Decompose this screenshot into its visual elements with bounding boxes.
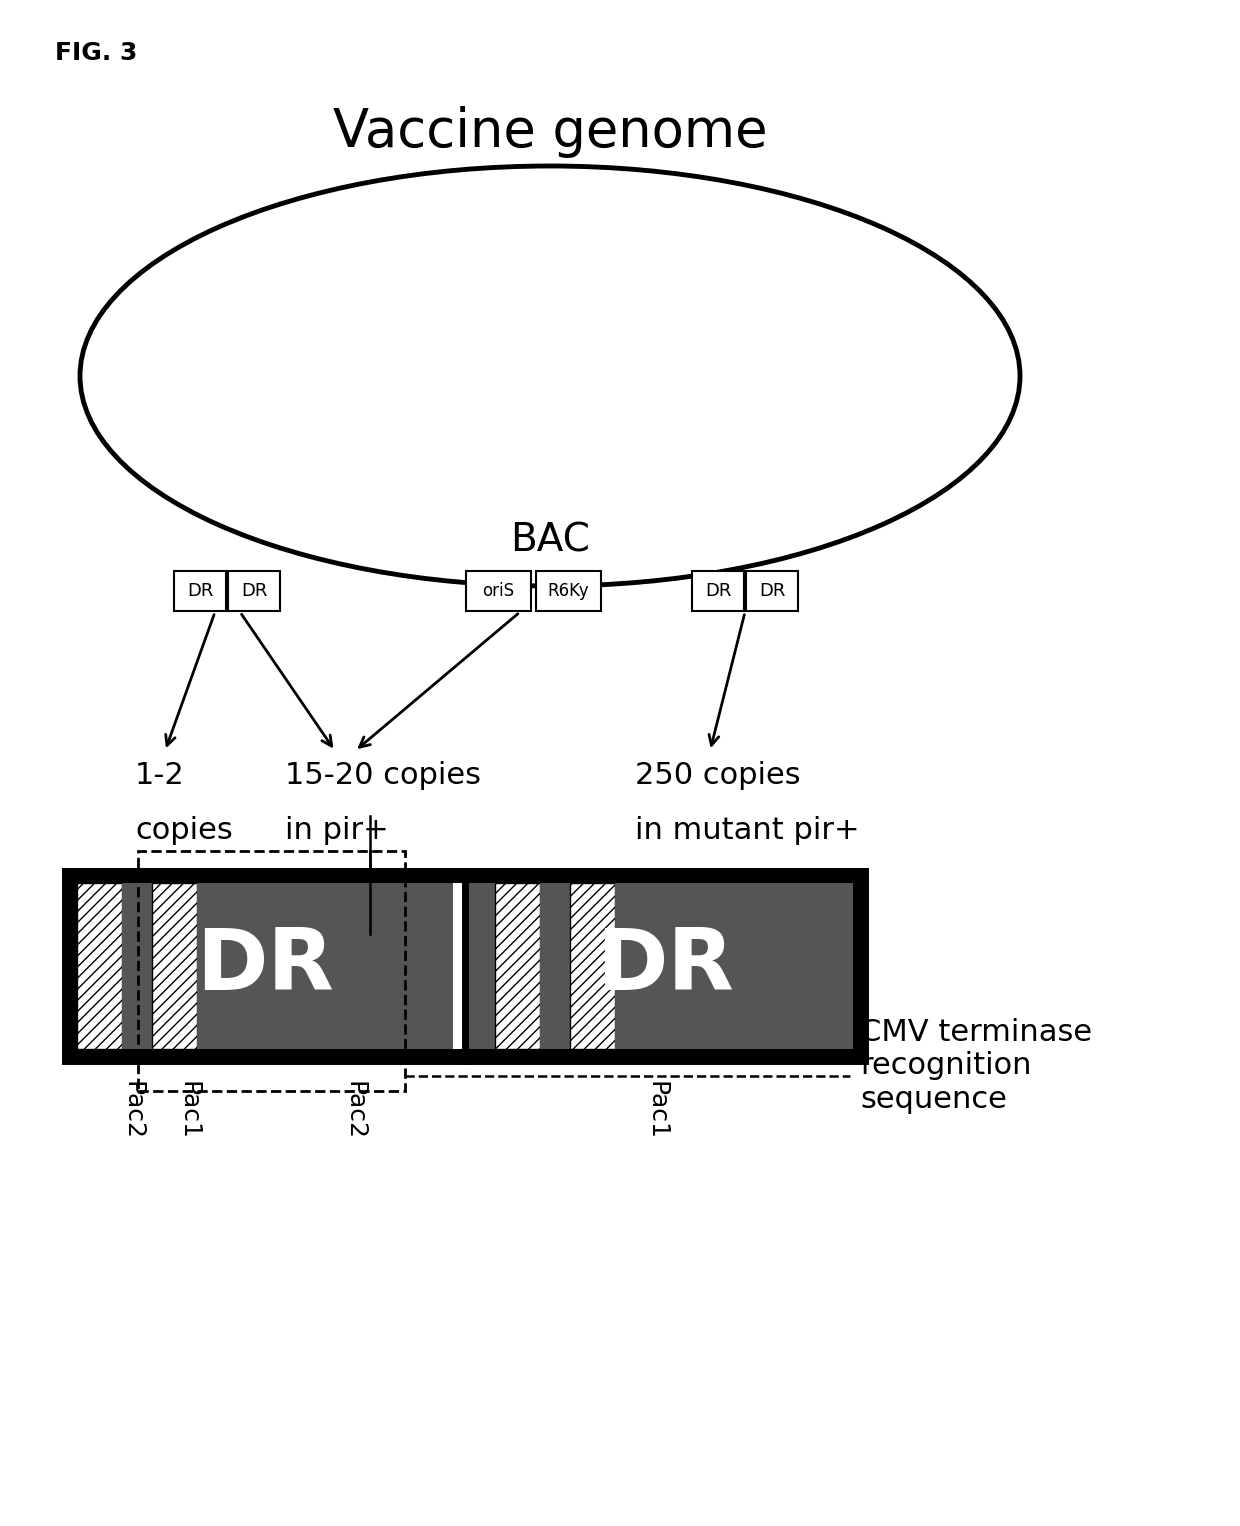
Bar <box>465 884 495 1048</box>
Text: in pir+: in pir+ <box>285 816 389 845</box>
Bar <box>77 884 122 1048</box>
Bar <box>64 871 866 1061</box>
Text: DR: DR <box>704 581 732 600</box>
Text: Pac1: Pac1 <box>176 1080 200 1140</box>
Text: copies: copies <box>135 816 233 845</box>
Bar <box>153 884 197 1048</box>
Text: DR: DR <box>596 925 734 1007</box>
Text: 1-2: 1-2 <box>135 761 185 790</box>
Bar <box>174 571 226 610</box>
Bar <box>64 871 866 1061</box>
Bar <box>570 884 615 1048</box>
Bar <box>228 571 280 610</box>
Bar <box>615 884 853 1048</box>
Text: Pac2: Pac2 <box>122 1080 145 1140</box>
Bar <box>495 884 539 1048</box>
Bar <box>77 884 465 1048</box>
Bar <box>197 884 453 1048</box>
Text: Vaccine genome: Vaccine genome <box>332 105 768 159</box>
Text: 250 copies: 250 copies <box>635 761 801 790</box>
Bar <box>465 571 531 610</box>
Text: Pac1: Pac1 <box>645 1080 670 1140</box>
Text: Pac2: Pac2 <box>343 1080 367 1140</box>
Text: in mutant pir+: in mutant pir+ <box>635 816 859 845</box>
Text: FIG. 3: FIG. 3 <box>55 41 138 66</box>
Text: DR: DR <box>759 581 785 600</box>
Text: DR: DR <box>187 581 213 600</box>
Bar <box>138 852 405 1091</box>
Text: CMV terminase
recognition
sequence: CMV terminase recognition sequence <box>861 1018 1092 1114</box>
Text: R6Ky: R6Ky <box>547 581 589 600</box>
Bar <box>465 884 853 1048</box>
Bar <box>746 571 799 610</box>
Text: 15-20 copies: 15-20 copies <box>285 761 481 790</box>
Bar <box>536 571 600 610</box>
Bar <box>539 884 570 1048</box>
Bar <box>692 571 744 610</box>
Bar <box>122 884 153 1048</box>
Text: DR: DR <box>241 581 267 600</box>
Text: BAC: BAC <box>510 520 590 559</box>
Text: DR: DR <box>196 925 334 1007</box>
Text: oriS: oriS <box>482 581 515 600</box>
